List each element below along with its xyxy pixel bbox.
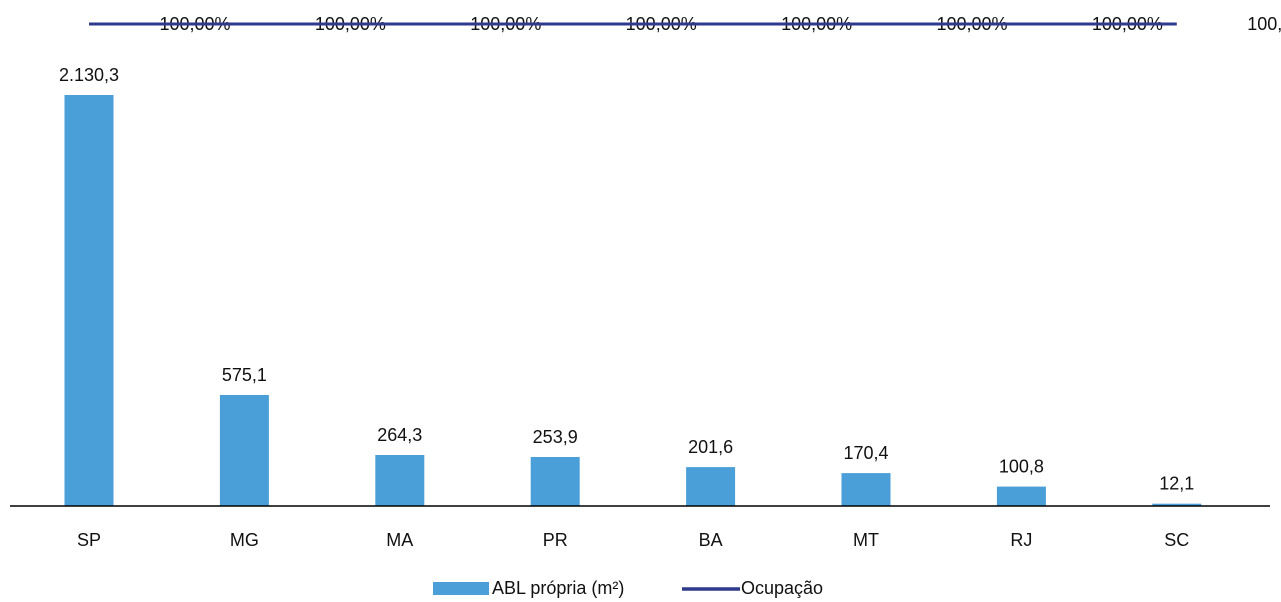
bar-value-label: 201,6 [688, 437, 733, 457]
category-label: SC [1164, 530, 1189, 550]
category-label: MT [853, 530, 879, 550]
category-labels: SP MG MA PR BA MT RJ SC [77, 530, 1189, 550]
bar-value-labels: 2.130,3 575,1 264,3 253,9 201,6 170,4 100,8 12,… [59, 65, 1194, 494]
legend-bar-swatch [433, 582, 489, 595]
bar-value-label: 170,4 [843, 443, 888, 463]
bar-value-label: 100,8 [999, 457, 1044, 477]
category-label: MA [386, 530, 413, 550]
bar-value-label: 575,1 [222, 365, 267, 385]
bar-value-label: 253,9 [533, 427, 578, 447]
bar-mt [841, 473, 891, 506]
bar-sc [1152, 503, 1202, 506]
category-label: PR [543, 530, 568, 550]
bar-sp [64, 95, 114, 506]
bar-ma [375, 455, 425, 506]
category-label: BA [699, 530, 723, 550]
category-label: RJ [1010, 530, 1032, 550]
bar-series [64, 95, 1202, 506]
bar-pr [530, 457, 580, 506]
legend-line-label: Ocupação [741, 578, 823, 598]
bar-rj [996, 486, 1046, 506]
category-label: MG [230, 530, 259, 550]
occupancy-value-label: 100,00% [1247, 14, 1281, 34]
bar-value-label: 264,3 [377, 425, 422, 445]
bar-value-label: 2.130,3 [59, 65, 119, 85]
legend-bar-label: ABL própria (m²) [492, 578, 624, 598]
legend: ABL própria (m²) Ocupação [433, 578, 823, 598]
bar-value-label: 12,1 [1159, 474, 1194, 494]
bar-mg [219, 395, 269, 506]
bar-ba [686, 467, 736, 506]
category-label: SP [77, 530, 101, 550]
